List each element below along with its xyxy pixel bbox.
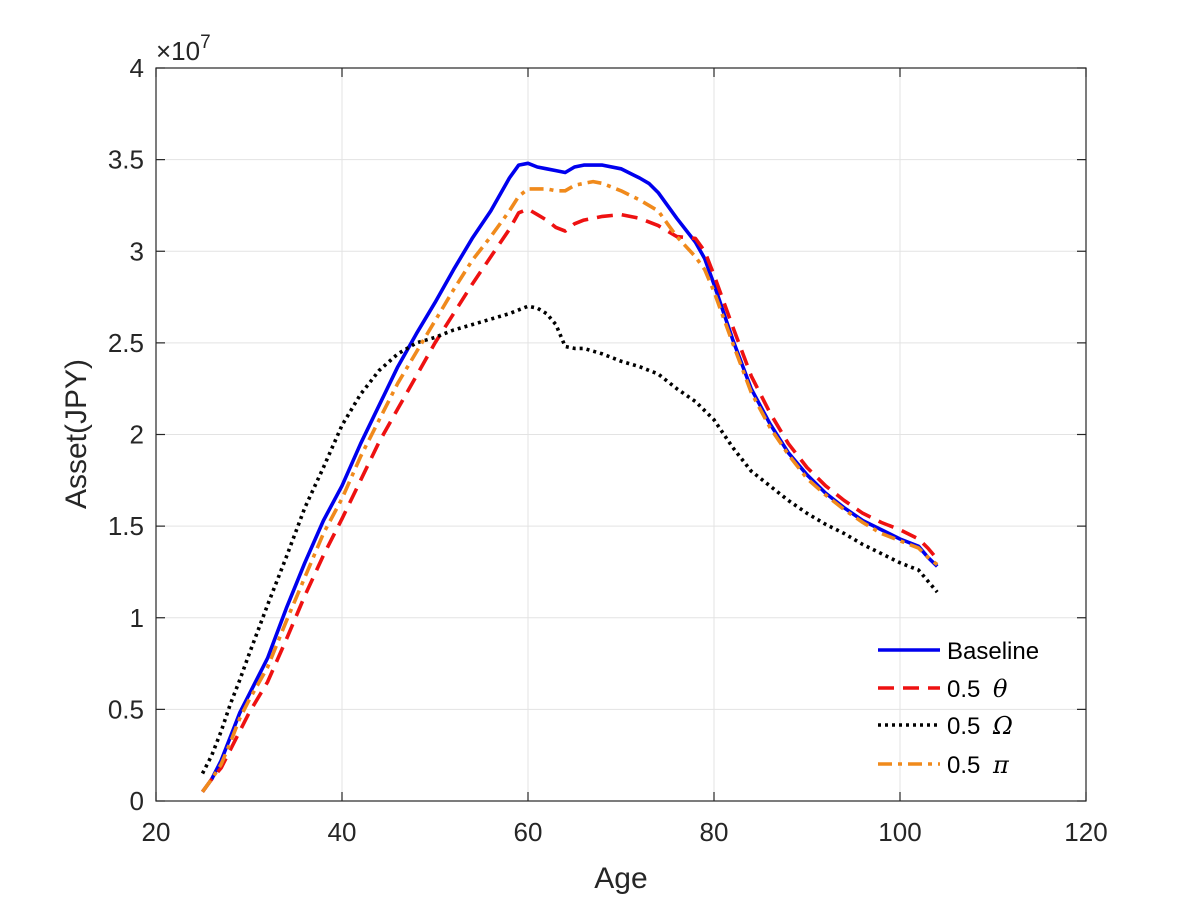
y-exponent-power: 7 [200, 32, 211, 53]
x-tick-label: 80 [700, 817, 729, 847]
y-tick-label: 1.5 [108, 511, 144, 541]
y-axis-title: Asset(JPY) [60, 359, 93, 509]
y-exponent-label: ×107 [156, 32, 211, 66]
y-tick-label: 0 [130, 786, 144, 816]
x-tick-label: 120 [1064, 817, 1107, 847]
y-tick-label: 3.5 [108, 145, 144, 175]
x-tick-label: 60 [514, 817, 543, 847]
y-tick-label: 4 [130, 53, 144, 83]
x-tick-label: 40 [328, 817, 357, 847]
y-tick-label: 3 [130, 236, 144, 266]
series-line-0-5-theta [201, 207, 939, 793]
y-tick-label: 0.5 [108, 694, 144, 724]
x-axis-title: Age [594, 862, 647, 895]
axis-ticks: 20 40 60 80 100 120 0 0.5 1 1.5 2 2.5 3 3.5 4 [108, 53, 1108, 847]
legend-label-0-5-pi: 0.5 π [947, 751, 1010, 779]
x-tick-label: 20 [142, 817, 171, 847]
series-group [200, 161, 939, 793]
series-line-0-5-pi [201, 179, 939, 793]
legend: Baseline 0.5 θ 0.5 Ω 0.5 π [878, 638, 1039, 779]
legend-label-0-5-omega: 0.5 Ω [947, 712, 1013, 740]
y-tick-label: 2.5 [108, 328, 144, 358]
x-tick-label: 100 [878, 817, 921, 847]
legend-label-0-5-theta: 0.5 θ [947, 675, 1008, 703]
y-tick-label: 2 [130, 420, 144, 450]
y-tick-label: 1 [130, 603, 144, 633]
legend-label-baseline: Baseline [947, 638, 1039, 665]
